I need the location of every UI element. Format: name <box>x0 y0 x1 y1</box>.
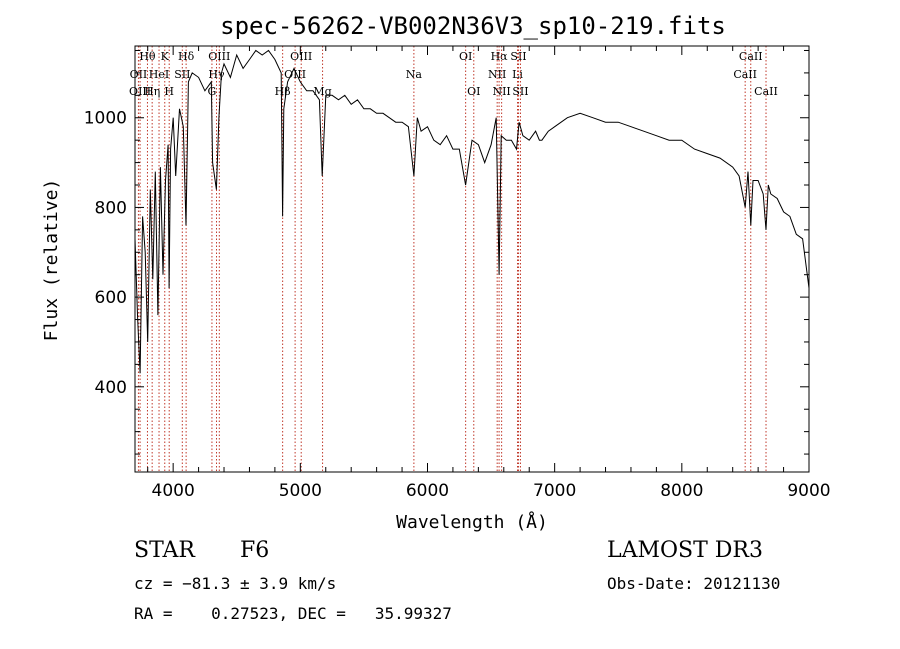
line-label-15: Mg <box>313 85 331 98</box>
line-label-20: NII <box>488 68 506 81</box>
x-tick-label-5: 9000 <box>787 481 830 501</box>
y-tick-label-1: 600 <box>95 288 127 308</box>
line-label-24: SII <box>512 85 528 98</box>
line-label-4: HeI <box>149 68 169 81</box>
y-axis-label: Flux (relative) <box>41 179 62 342</box>
line-label-17: OI <box>459 50 472 63</box>
line-label-7: H <box>164 85 174 98</box>
line-label-6: SII <box>174 68 190 81</box>
line-label-23: Li <box>512 68 523 81</box>
x-tick-label-2: 6000 <box>406 481 449 501</box>
plot-frame <box>134 45 810 473</box>
line-label-21: NII <box>492 85 510 98</box>
x-tick-label-4: 8000 <box>660 481 703 501</box>
line-label-8: Hδ <box>178 50 195 63</box>
line-label-18: OI <box>467 85 480 98</box>
object-subclass: F6 <box>240 538 270 563</box>
line-label-12: Hβ <box>275 85 291 98</box>
y-tick-label-3: 1000 <box>84 109 127 129</box>
line-label-13: OIII <box>290 50 312 63</box>
x-tick-label-0: 4000 <box>152 481 195 501</box>
y-tick-label-2: 800 <box>95 198 127 218</box>
line-label-27: CaII <box>754 85 778 98</box>
survey-name: LAMOST DR3 <box>607 538 763 563</box>
coordinates: RA = 0.27523, DEC = 35.99327 <box>134 604 452 623</box>
y-tick-label-0: 400 <box>95 378 127 398</box>
y-axis: 400 600 800 1000 <box>84 49 809 455</box>
chart-title: spec-56262-VB002N36V3_sp10-219.fits <box>220 12 726 40</box>
line-label-5: Hη <box>144 85 160 98</box>
line-label-26: CaII <box>733 68 757 81</box>
observation-date: Obs-Date: 20121130 <box>607 574 781 593</box>
line-label-16: Na <box>406 68 423 81</box>
x-tick-label-3: 7000 <box>533 481 576 501</box>
x-tick-label-1: 5000 <box>279 481 322 501</box>
x-axis-label: Wavelength (Å) <box>396 511 548 533</box>
line-label-25: CaII <box>739 50 763 63</box>
object-class: STAR <box>134 538 195 563</box>
line-label-19: Hα <box>491 50 509 63</box>
redshift-value: cz = −81.3 ± 3.9 km/s <box>134 574 337 593</box>
spectrum-line <box>134 49 810 374</box>
line-label-22: SII <box>510 50 526 63</box>
line-label-9: OIII <box>208 50 230 63</box>
line-label-3: K <box>161 50 170 63</box>
line-label-0: Hθ <box>139 50 156 63</box>
line-label-1: OII <box>130 68 148 81</box>
x-axis: 4000 5000 6000 7000 8000 9000 <box>147 46 831 501</box>
